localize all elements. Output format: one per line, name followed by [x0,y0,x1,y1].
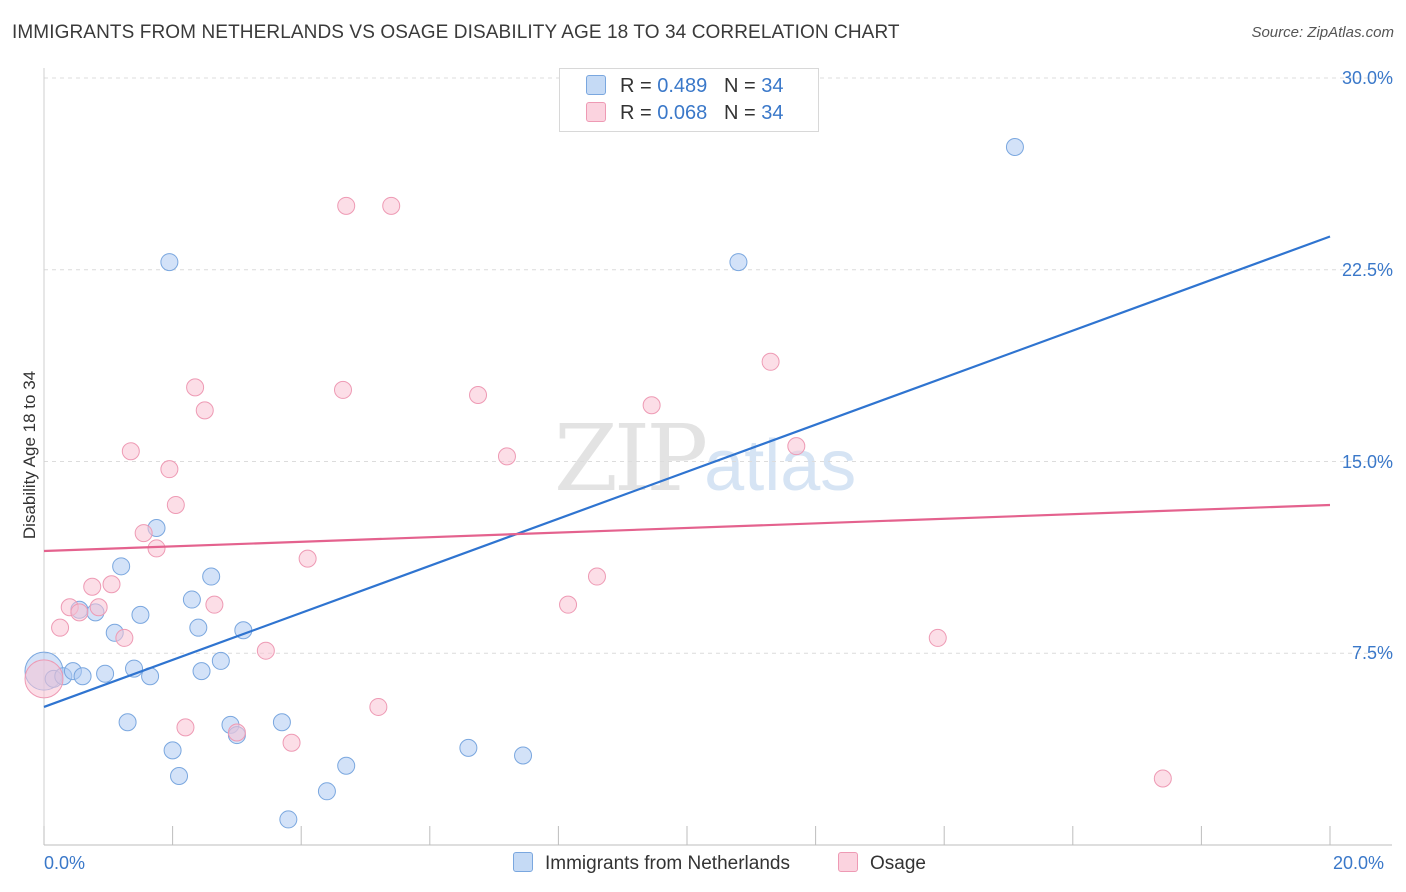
data-point [70,603,89,622]
data-point [469,386,488,405]
data-point [170,766,189,785]
legend-row-osage: R = 0.068 N = 34 [586,102,783,128]
bottom-legend-label-netherlands: Immigrants from Netherlands [545,853,790,874]
data-point [73,667,92,686]
data-point [761,352,780,371]
data-point [131,605,150,624]
data-point [1005,138,1024,157]
y-tick-label: 15.0% [1341,451,1393,472]
legend-r-label: R = [620,102,652,124]
data-point [369,697,388,716]
legend-swatch-osage [586,102,606,122]
data-point [96,664,115,683]
data-point [202,567,221,586]
data-point [514,746,533,765]
data-point [317,782,336,801]
series-netherlands-points [24,138,1024,829]
data-point [211,651,230,670]
data-point [176,718,195,737]
data-point [459,738,478,757]
data-point [89,598,108,617]
data-point [337,756,356,775]
y-tick-label: 22.5% [1341,259,1393,280]
legend-n-label: N = [723,75,756,97]
data-point [279,810,298,829]
data-point [115,628,134,647]
data-point [642,396,661,415]
bottom-legend-swatch-netherlands [513,852,533,872]
data-point [256,641,275,660]
data-point [928,628,947,647]
data-point [559,595,578,614]
data-point [192,662,211,681]
trend-lines [43,235,1331,708]
data-point [282,733,301,752]
data-point [160,253,179,272]
y-tick-label: 30.0% [1341,68,1393,88]
data-point [163,741,182,760]
legend-n-label: N = [723,102,756,124]
axes [43,68,1392,846]
bottom-legend-swatch-osage [838,852,858,872]
legend-row-netherlands: R = 0.489 N = 34 [586,75,783,101]
data-point [382,196,401,215]
legend-r-value: 0.489 [657,75,708,97]
data-point [205,595,224,614]
data-point [729,253,748,272]
data-point [121,442,140,461]
data-point [1153,769,1172,788]
correlation-legend: R = 0.489 N = 34 R = 0.068 N = 34 [559,68,819,132]
y-axis-label: Disability Age 18 to 34 [20,370,39,540]
data-point [272,713,291,732]
data-point [118,713,137,732]
data-point [160,460,179,479]
data-point [102,575,121,594]
gridlines [44,77,1392,654]
trend-line [43,503,1331,553]
bottom-legend-label-osage: Osage [870,853,926,874]
bottom-legend-netherlands: Immigrants from Netherlands [513,852,790,875]
y-tick-label: 7.5% [1351,643,1393,664]
data-point [337,196,356,215]
data-point [182,590,201,609]
trend-line [43,235,1331,708]
series-osage-points [24,196,1172,788]
data-point [24,659,64,699]
data-point [497,447,516,466]
data-point [189,618,208,637]
chart-title: IMMIGRANTS FROM NETHERLANDS VS OSAGE DIS… [12,22,900,43]
data-point [333,380,352,399]
data-point [298,549,317,568]
legend-n-value: 34 [761,75,784,97]
legend-swatch-netherlands [586,75,606,95]
data-point [147,539,166,558]
data-point [195,401,214,420]
legend-r-label: R = [620,75,652,97]
legend-n-value: 34 [761,102,784,124]
x-tick-label-max: 20.0% [1333,853,1385,873]
data-point [166,495,185,514]
data-point [134,524,153,543]
data-point [587,567,606,586]
data-point [83,577,102,596]
source-note: Source: ZipAtlas.com [1251,24,1394,41]
data-point [186,378,205,397]
legend-r-value: 0.068 [657,102,708,124]
data-point [787,437,806,456]
data-point [51,618,70,637]
data-point [227,723,246,742]
bottom-legend-osage: Osage [838,852,926,875]
x-tick-label-min: 0.0% [44,853,86,873]
data-point [112,557,131,576]
